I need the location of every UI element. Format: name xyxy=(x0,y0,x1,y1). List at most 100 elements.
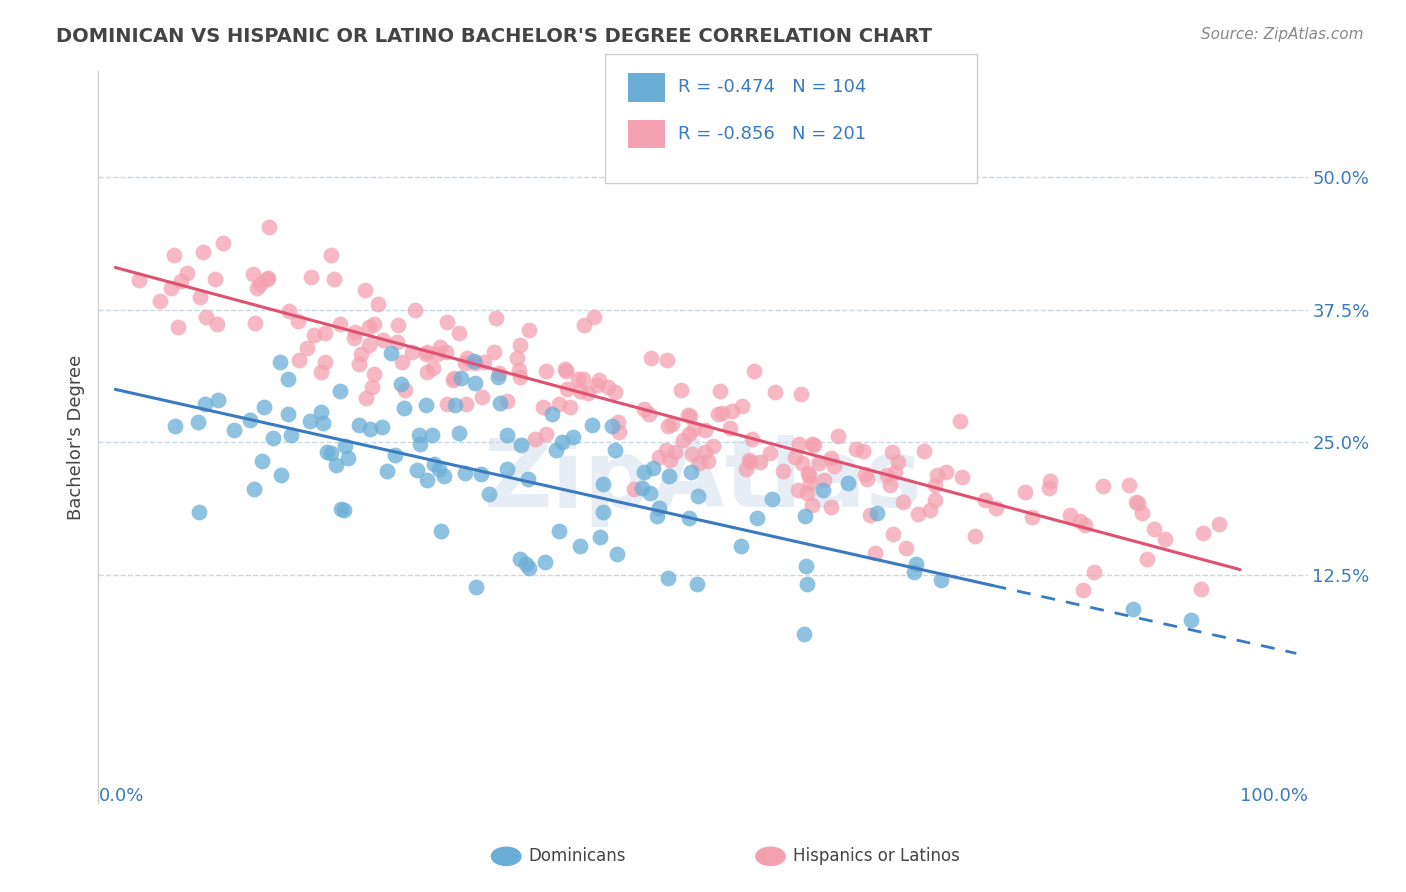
Point xyxy=(737,453,759,467)
Point xyxy=(912,444,935,458)
Point xyxy=(269,355,291,369)
Point xyxy=(495,393,517,408)
Point xyxy=(429,340,451,354)
Point xyxy=(633,401,655,416)
Point xyxy=(430,524,453,538)
Point xyxy=(485,310,508,325)
Point xyxy=(277,407,299,421)
Point xyxy=(827,428,849,442)
Point xyxy=(1125,495,1147,509)
Point xyxy=(464,580,486,594)
Point xyxy=(787,483,810,497)
Point xyxy=(454,467,477,481)
Point xyxy=(640,485,662,500)
Point xyxy=(287,314,309,328)
Point xyxy=(823,458,845,473)
Point xyxy=(1069,514,1091,528)
Point xyxy=(333,439,356,453)
Point xyxy=(600,419,623,434)
Point xyxy=(702,439,724,453)
Point xyxy=(581,417,603,432)
Point xyxy=(759,446,782,460)
Point xyxy=(858,508,880,522)
Point xyxy=(741,432,763,446)
Point xyxy=(344,325,367,339)
Point xyxy=(195,310,218,325)
Point xyxy=(647,450,669,464)
Point xyxy=(640,351,662,365)
Point xyxy=(551,435,574,450)
Point xyxy=(246,281,269,295)
Point xyxy=(623,482,645,496)
Point xyxy=(302,327,325,342)
Point xyxy=(330,501,353,516)
Point xyxy=(519,561,541,575)
Point xyxy=(808,456,831,470)
Point xyxy=(394,383,416,397)
Point xyxy=(416,345,439,359)
Point xyxy=(607,415,630,429)
Point xyxy=(534,364,557,378)
Point xyxy=(811,483,834,498)
Point xyxy=(655,443,678,458)
Point xyxy=(863,546,886,560)
Text: R = -0.856   N = 201: R = -0.856 N = 201 xyxy=(678,125,866,143)
Point xyxy=(1071,583,1094,598)
Point xyxy=(606,547,628,561)
Point xyxy=(582,310,605,324)
Point xyxy=(447,326,470,340)
Point xyxy=(415,347,437,361)
Point xyxy=(801,437,824,451)
Point xyxy=(478,486,501,500)
Point xyxy=(347,417,370,432)
Point xyxy=(510,438,533,452)
Point xyxy=(188,505,211,519)
Point xyxy=(576,385,599,400)
Point xyxy=(796,486,818,500)
Point xyxy=(783,450,806,465)
Text: Source: ZipAtlas.com: Source: ZipAtlas.com xyxy=(1201,27,1364,42)
Point xyxy=(495,427,517,442)
Point xyxy=(903,565,925,579)
Point xyxy=(558,401,581,415)
Point xyxy=(555,363,578,377)
Point xyxy=(730,539,752,553)
Point xyxy=(1143,522,1166,536)
Point xyxy=(568,539,591,553)
Point xyxy=(935,465,957,479)
Point xyxy=(343,331,366,345)
Point xyxy=(443,370,465,384)
Point xyxy=(533,401,555,415)
Point xyxy=(449,425,471,440)
Point xyxy=(1092,479,1115,493)
Point xyxy=(661,417,683,431)
Point xyxy=(693,423,716,437)
Point xyxy=(681,447,703,461)
Point xyxy=(803,438,825,452)
Point xyxy=(450,371,472,385)
Point xyxy=(416,474,439,488)
Point xyxy=(1059,508,1081,523)
Point xyxy=(159,281,181,295)
Point xyxy=(697,454,720,468)
Point xyxy=(1130,507,1153,521)
Point xyxy=(887,454,910,468)
Point xyxy=(363,317,385,331)
Point xyxy=(515,557,537,571)
Point xyxy=(332,502,354,516)
Point xyxy=(187,416,209,430)
Point xyxy=(603,443,626,458)
Point xyxy=(547,524,569,539)
Point xyxy=(212,236,235,251)
Point xyxy=(249,277,271,291)
Point xyxy=(554,361,576,376)
Point xyxy=(794,509,817,524)
Point xyxy=(423,458,446,472)
Point xyxy=(384,449,406,463)
Point xyxy=(309,405,332,419)
Point xyxy=(681,465,703,479)
Point xyxy=(149,293,172,308)
Point xyxy=(792,456,814,470)
Point xyxy=(965,529,987,543)
Point xyxy=(567,372,589,386)
